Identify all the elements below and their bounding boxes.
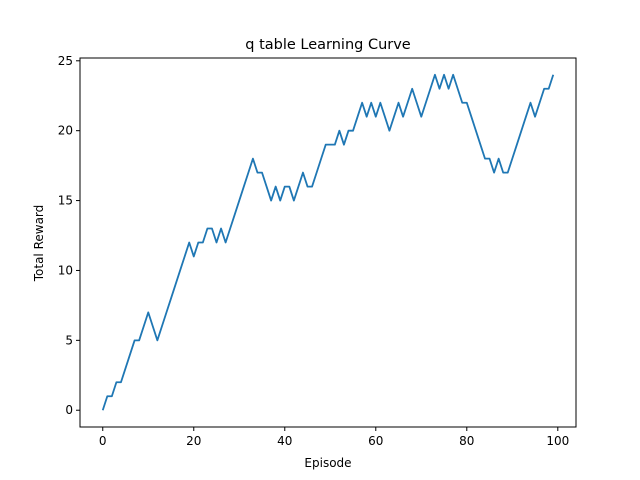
y-tick-label: 0 [65, 403, 73, 417]
y-tick-label: 15 [58, 194, 73, 208]
x-tick-label: 20 [186, 434, 201, 448]
x-axis-label: Episode [304, 456, 351, 470]
axes-frame [79, 57, 577, 428]
y-tick-label: 10 [58, 263, 73, 277]
x-tick-label: 40 [277, 434, 292, 448]
chart-title: q table Learning Curve [245, 37, 411, 53]
plot-area: 0 20 40 60 80 100 0 5 10 15 20 25 [58, 54, 577, 448]
y-tick-label: 5 [65, 333, 73, 347]
series-line-0 [101, 73, 555, 411]
x-tick-label: 0 [99, 434, 107, 448]
x-tick-label: 100 [546, 434, 569, 448]
y-axis-label: Total Reward [32, 205, 46, 283]
x-tick-label: 60 [368, 434, 383, 448]
x-tick-label: 80 [459, 434, 474, 448]
y-tick-label: 20 [58, 124, 73, 138]
y-tick-label: 25 [58, 54, 73, 68]
